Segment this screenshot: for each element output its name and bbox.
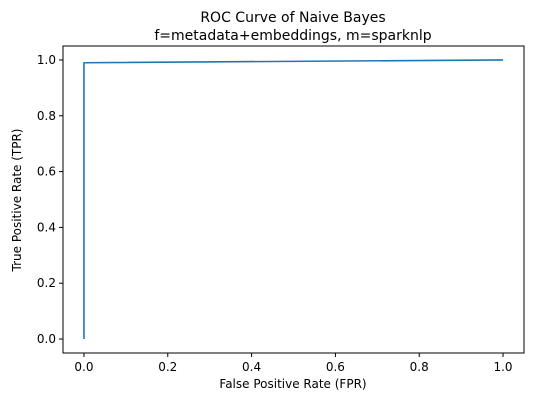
- x-tick-label: 0.8: [410, 360, 429, 374]
- roc-curve-line: [83, 59, 504, 340]
- x-tick-label: 0.6: [326, 360, 345, 374]
- x-tick-label: 0.0: [74, 360, 93, 374]
- y-tick-label: 0.2: [37, 276, 56, 290]
- y-tick-label: 0.6: [37, 165, 56, 179]
- chart-subtitle: f=metadata+embeddings, m=sparknlp: [154, 28, 431, 44]
- x-tick-label: 0.4: [242, 360, 261, 374]
- y-tick-label: 1.0: [37, 53, 56, 67]
- y-tick-label: 0.8: [37, 109, 56, 123]
- chart-title: ROC Curve of Naive Bayes: [200, 10, 385, 26]
- x-axis-label: False Positive Rate (FPR): [219, 377, 366, 391]
- x-tick-label: 0.2: [158, 360, 177, 374]
- x-tick-label: 1.0: [493, 360, 512, 374]
- plot-area: 0.0 0.2 0.4 0.6 0.8 1.0 0.0 0.2 0.4 0.6 0.8 1.0: [37, 45, 525, 374]
- plot-frame: [62, 45, 525, 354]
- y-axis-label: True Positive Rate (TPR): [10, 129, 24, 273]
- y-tick-label: 0.0: [37, 332, 56, 346]
- y-tick-label: 0.4: [37, 220, 56, 234]
